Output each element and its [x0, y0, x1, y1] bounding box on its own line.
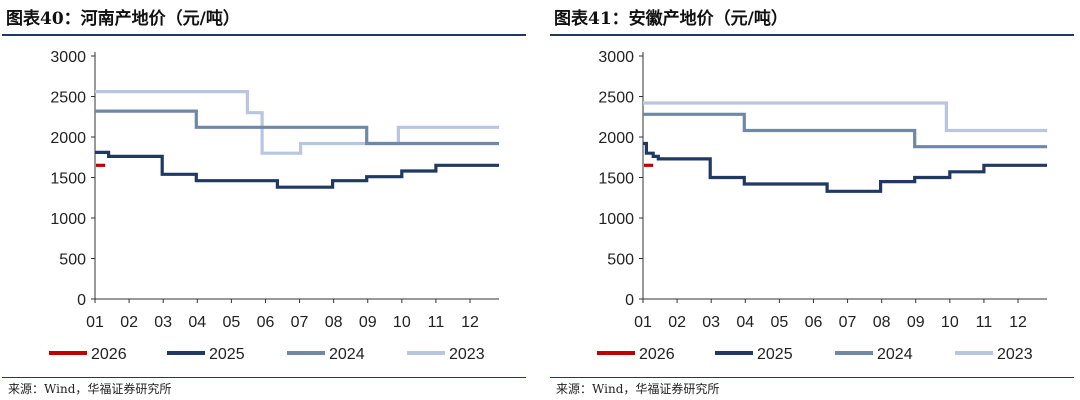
y-tick-label: 500 [607, 252, 634, 269]
y-tick-label: 2000 [598, 130, 634, 147]
series-line-2023 [643, 101, 1047, 133]
x-tick-label: 12 [461, 314, 479, 331]
x-tick-label: 03 [702, 314, 720, 331]
y-tick-label: 3000 [50, 49, 86, 66]
henan-price-chart: 0 500 1000 1500 2000 2500 3000 01 02 03 04 05 06 07 08… [49, 49, 499, 363]
y-tick-label: 1000 [598, 211, 634, 228]
legend-label-2026: 2026 [91, 346, 127, 363]
y-tick-label: 2500 [598, 90, 634, 107]
y-tick-label: 1500 [598, 171, 634, 188]
footer-divider [2, 377, 526, 378]
series-line-2024 [95, 109, 499, 146]
source-note: 来源：Wind，华福证券研究所 [556, 382, 720, 396]
series-line-2023 [95, 89, 499, 155]
source-note: 来源：Wind，华福证券研究所 [8, 382, 172, 396]
title-divider [2, 34, 526, 36]
anhui-price-chart: 0 500 1000 1500 2000 2500 3000 01 02 03 04 05 06 07 08… [597, 49, 1047, 363]
x-tick-label: 11 [428, 314, 445, 331]
x-tick-label: 01 [86, 314, 104, 331]
legend-label-2025: 2025 [209, 346, 245, 363]
x-tick-label: 05 [770, 314, 788, 331]
x-tick-label: 07 [291, 314, 309, 331]
x-tick-label: 02 [120, 314, 138, 331]
x-tick-label: 10 [393, 314, 411, 331]
x-tick-label: 09 [359, 314, 377, 331]
legend-label-2024: 2024 [877, 346, 913, 363]
y-tick-label: 2000 [50, 130, 86, 147]
legend-label-2023: 2023 [449, 346, 485, 363]
legend-label-2025: 2025 [757, 346, 793, 363]
legend-label-2024: 2024 [329, 346, 365, 363]
x-tick-label: 01 [634, 314, 652, 331]
x-tick-label: 03 [154, 314, 172, 331]
x-tick-label: 06 [257, 314, 275, 331]
x-tick-label: 12 [1009, 314, 1027, 331]
chart-title: 图表41：安徽产地价（元/吨） [554, 9, 788, 29]
chart-title: 图表40：河南产地价（元/吨） [6, 9, 240, 29]
x-tick-label: 04 [188, 314, 206, 331]
x-tick-label: 02 [668, 314, 686, 331]
chart-panel-anhui: 图表41：安徽产地价（元/吨） 0 500 1000 1500 2000 2500 3000… [550, 0, 1078, 400]
x-tick-label: 09 [907, 314, 925, 331]
footer-divider [550, 377, 1074, 378]
y-tick-label: 500 [59, 252, 86, 269]
y-tick-label: 0 [625, 292, 634, 309]
y-tick-label: 0 [77, 292, 86, 309]
x-tick-label: 10 [941, 314, 959, 331]
x-tick-label: 11 [976, 314, 993, 331]
y-tick-label: 1500 [50, 171, 86, 188]
x-tick-label: 08 [325, 314, 343, 331]
x-tick-label: 05 [222, 314, 240, 331]
legend-label-2023: 2023 [997, 346, 1033, 363]
legend-label-2026: 2026 [639, 346, 675, 363]
series-line-2025 [95, 150, 499, 189]
series-line-2025 [643, 141, 1047, 193]
x-tick-label: 04 [736, 314, 754, 331]
chart-panel-henan: 图表40：河南产地价（元/吨） 0 500 1000 1500 2000 2500 3000… [2, 0, 530, 400]
title-divider [550, 34, 1074, 36]
y-tick-label: 1000 [50, 211, 86, 228]
x-tick-label: 08 [873, 314, 891, 331]
x-tick-label: 07 [839, 314, 857, 331]
y-tick-label: 3000 [598, 49, 634, 66]
y-tick-label: 2500 [50, 90, 86, 107]
x-tick-label: 06 [805, 314, 823, 331]
series-line-2024 [643, 112, 1047, 149]
